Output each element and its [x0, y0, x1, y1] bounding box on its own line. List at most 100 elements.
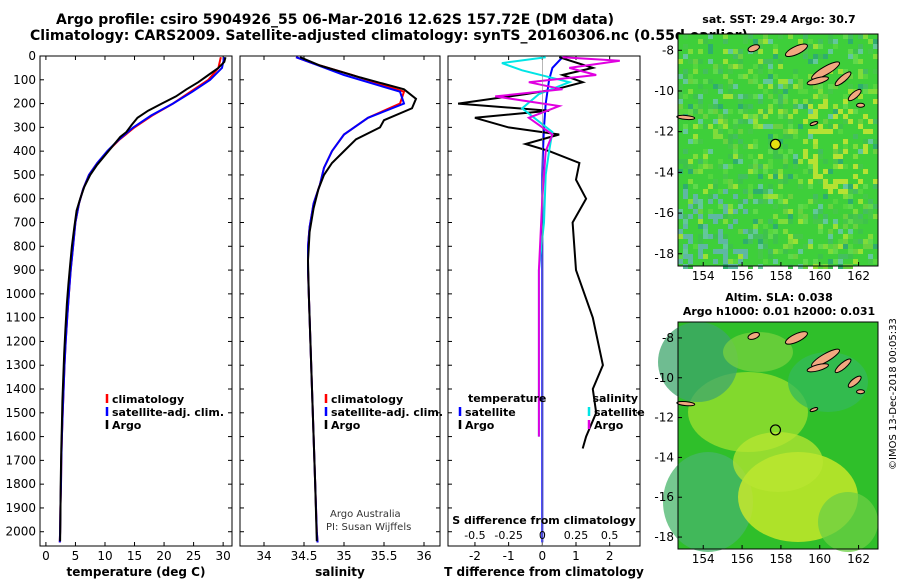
sst_map-cell: [708, 164, 713, 169]
sst_map-cell: [863, 114, 868, 119]
sst_map-cell: [873, 144, 878, 149]
sst_map-cell: [808, 59, 813, 64]
sst_map-cell: [798, 209, 803, 214]
sst_map-cell: [798, 79, 803, 84]
sst_map-cell: [713, 134, 718, 139]
sst_map-cell: [763, 244, 768, 249]
sst_map-cell: [688, 89, 693, 94]
sst_map-cell: [788, 234, 793, 239]
sst_map-cell: [748, 144, 753, 149]
sst_map-cell: [848, 54, 853, 59]
sst_map-cell: [688, 169, 693, 174]
sst_map-cell: [748, 79, 753, 84]
sst_map-cell: [688, 199, 693, 204]
sst_map-cell: [733, 259, 738, 264]
sst_map-cell: [823, 94, 828, 99]
depth-tick-label: 1700: [5, 453, 36, 467]
sst_map-cell: [773, 194, 778, 199]
sst_map-cell: [848, 189, 853, 194]
sst_map-cell: [743, 229, 748, 234]
sst_map-cell: [728, 129, 733, 134]
sst_map-cell: [818, 254, 823, 259]
sst_map-cell: [853, 189, 858, 194]
sst_map-cell: [733, 124, 738, 129]
sst_map-cell: [818, 204, 823, 209]
sst_map-xtick-label: 154: [692, 269, 715, 283]
sst_map-cell: [753, 169, 758, 174]
sst_map-island: [834, 71, 852, 87]
depth-tick-label: 100: [13, 73, 36, 87]
sst_map-cell: [688, 259, 693, 264]
sst_map-cell: [743, 74, 748, 79]
sst_map-cell: [798, 89, 803, 94]
sst_map-cell: [733, 249, 738, 254]
sst_map-cell: [783, 109, 788, 114]
sst_map-cell: [768, 254, 773, 259]
sst_map-cell: [818, 94, 823, 99]
sst_map-cell: [848, 74, 853, 79]
sst_map-cell: [783, 144, 788, 149]
sst_map-island: [747, 44, 760, 53]
sst_map-plot: [676, 34, 878, 269]
sst_map-cell: [698, 94, 703, 99]
sst_map-cell: [863, 244, 868, 249]
sst_map-cell: [858, 229, 863, 234]
sst_map-cell: [753, 124, 758, 129]
sst_map-cell: [778, 114, 783, 119]
salinity-diff-tick-label: -0.5: [464, 529, 485, 542]
sst_map-cell: [818, 229, 823, 234]
sst_map-cell: [858, 214, 863, 219]
sst_map-cell: [723, 59, 728, 64]
sst_map-cell: [733, 94, 738, 99]
sst_map-cell: [738, 174, 743, 179]
sst_map-cell: [708, 149, 713, 154]
sst_map-cell: [808, 39, 813, 44]
sst_map-cell: [728, 259, 733, 264]
sst_map-cell: [723, 119, 728, 124]
sst_map-cell: [703, 114, 708, 119]
sst_map-cell: [773, 214, 778, 219]
sst_map-cell: [833, 199, 838, 204]
sst_map-cell: [798, 219, 803, 224]
sst_map-cell: [783, 219, 788, 224]
sst_map-cell: [703, 159, 708, 164]
sst_map-xtick-label: 156: [731, 269, 754, 283]
sst_map-cell: [788, 119, 793, 124]
sst_map-cell: [818, 84, 823, 89]
sst_map-cell: [843, 239, 848, 244]
sst_map-cell: [823, 214, 828, 219]
sst_map-cell: [778, 94, 783, 99]
sst_map-cell: [843, 34, 848, 39]
sst_map-cell: [838, 154, 843, 159]
sst_map-cell: [783, 209, 788, 214]
sst_map-cell: [823, 179, 828, 184]
sst_map-cell: [863, 129, 868, 134]
sst_map-cell: [783, 79, 788, 84]
sst_map-cell: [753, 159, 758, 164]
sst_map-cell: [758, 244, 763, 249]
salinity-legend-label: climatology: [331, 393, 403, 406]
sst_map-cell: [833, 219, 838, 224]
sst_map-cell: [798, 249, 803, 254]
sst_map-cell: [828, 244, 833, 249]
sst_map-cell: [788, 114, 793, 119]
sla_map-island: [784, 331, 808, 345]
differences-xtick-label: -1: [503, 549, 515, 563]
sla_map-anomaly-patch: [733, 432, 823, 492]
sst_map-cell: [783, 129, 788, 134]
sst_map-cell: [768, 124, 773, 129]
sst_map-cell: [818, 174, 823, 179]
sst_map-cell: [828, 259, 833, 264]
sst_map-cell: [718, 64, 723, 69]
sst_map-cell: [708, 59, 713, 64]
sst_map-cell: [838, 179, 843, 184]
depth-tick-label: 300: [13, 120, 36, 134]
sla_map-island: [809, 407, 819, 413]
sst_map-cell: [788, 209, 793, 214]
salinity-xtick-label: 34.5: [291, 549, 318, 563]
sst_map-cell: [708, 34, 713, 39]
sst_map-cell: [778, 154, 783, 159]
sst_map-cell: [778, 169, 783, 174]
sst_map-cell: [693, 124, 698, 129]
sst_map-cell: [688, 254, 693, 259]
